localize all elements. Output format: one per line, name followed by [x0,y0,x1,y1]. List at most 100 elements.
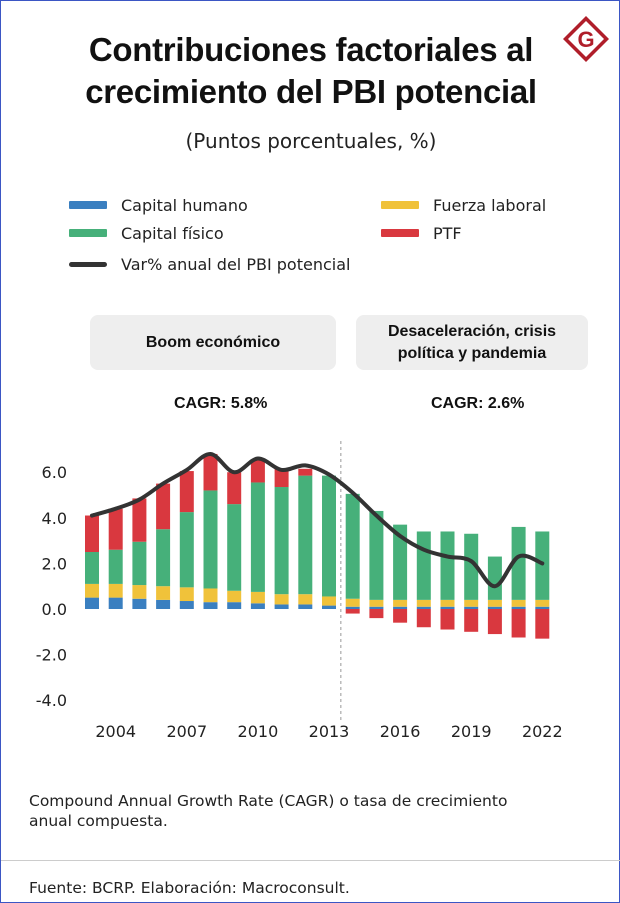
cagr-note: Compound Annual Growth Rate (CAGR) o tas… [29,792,508,830]
legend-label-capital-humano: Capital humano [121,196,248,215]
y-tick-label: 0.0 [42,600,67,619]
x-tick-label: 2004 [95,722,136,741]
bar-capital-f-sico [108,549,123,584]
bar-capital-humano [511,606,526,609]
bar-capital-f-sico [464,533,479,600]
bar-ptf [179,471,194,513]
bar-capital-humano [227,602,242,609]
bar-capital-f-sico [250,482,265,592]
bar-ptf [298,468,313,476]
legend-swatch-capital-fisico [69,229,107,237]
bar-capital-f-sico [203,490,218,589]
bar-capital-f-sico [535,531,550,600]
footer-divider [1,860,620,861]
chart-subtitle: (Puntos porcentuales, %) [185,129,437,153]
chart-title-line-1: Contribuciones factoriales al [88,31,534,68]
bar-fuerza-laboral [416,599,431,607]
x-tick-label: 2019 [451,722,492,741]
legend-label-ptf: PTF [433,224,462,243]
bar-capital-f-sico [322,475,336,597]
y-tick-label: 2.0 [42,554,67,573]
bar-capital-humano [487,606,502,609]
bar-fuerza-laboral [250,591,265,604]
bar-capital-f-sico [511,526,526,600]
period-label-desaceleracion: Desaceleración, crisis política y pandem… [388,321,556,365]
bar-ptf [132,498,147,542]
bar-capital-humano [393,606,408,609]
bar-fuerza-laboral [298,594,313,605]
pbi-potencial-line [90,451,545,589]
legend-swatch-ptf [381,229,419,237]
bar-capital-humano [108,597,123,609]
bar-ptf [250,459,265,483]
bar-capital-f-sico [85,552,99,584]
bar-capital-f-sico [416,531,431,600]
period-label-boom: Boom económico [145,333,281,351]
bar-ptf [535,609,550,639]
bar-ptf [203,453,218,491]
cagr-label-desaceleracion: CAGR: 2.6% [431,395,525,412]
bar-fuerza-laboral [156,586,171,600]
bar-fuerza-laboral [132,585,147,599]
bar-ptf [440,609,455,630]
bar-ptf [464,609,479,632]
bar-fuerza-laboral [464,599,479,607]
bar-capital-humano [369,606,384,609]
chart-title: Contribuciones factoriales al crecimient… [1,29,620,113]
bar-fuerza-laboral [85,583,99,598]
bar-capital-f-sico [440,531,455,600]
bar-capital-humano [274,604,289,609]
bar-ptf [345,609,360,614]
bar-capital-f-sico [179,512,194,588]
bar-capital-humano [132,598,147,609]
chart-title-line-2: crecimiento del PBI potencial [85,73,537,110]
period-box-desaceleracion: Desaceleración, crisis política y pandem… [356,315,588,370]
bar-capital-humano [535,606,550,609]
bar-ptf [85,515,99,552]
y-tick-label: 4.0 [42,509,67,528]
bar-fuerza-laboral [274,594,289,605]
legend-swatch-fuerza-laboral [381,201,419,209]
bar-fuerza-laboral [535,599,550,607]
x-tick-label: 2013 [309,722,350,741]
legend-label-capital-fisico: Capital físico [121,224,224,243]
bar-fuerza-laboral [179,587,194,602]
bar-capital-f-sico [298,475,313,595]
legend-swatch-var-pbi [69,262,107,267]
bar-capital-humano [179,601,194,609]
y-tick-label: 6.0 [42,463,67,482]
bar-capital-humano [440,606,455,609]
bar-ptf [393,609,408,623]
bar-ptf [511,609,526,638]
bar-fuerza-laboral [369,599,384,607]
bar-fuerza-laboral [108,583,123,598]
period-label-desaceleracion-line-2: política y pandemia [397,344,547,362]
y-tick-label: -2.0 [36,646,67,665]
bar-capital-humano [322,605,336,609]
bar-capital-f-sico [393,524,408,600]
bar-ptf [487,609,502,635]
x-tick-label: 2007 [166,722,207,741]
bar-capital-humano [416,606,431,609]
bar-fuerza-laboral [440,599,455,607]
bar-ptf [369,609,384,619]
bar-capital-humano [345,606,360,609]
x-tick-label: 2022 [522,722,563,741]
y-tick-label: -4.0 [36,691,67,710]
bar-capital-f-sico [156,529,171,587]
bar-capital-f-sico [132,541,147,586]
bar-capital-humano [250,603,265,609]
bar-ptf [416,609,431,628]
bar-capital-f-sico [345,493,360,599]
bar-fuerza-laboral [227,590,242,603]
cagr-label-boom: CAGR: 5.8% [174,395,268,412]
period-label-desaceleracion-line-1: Desaceleración, crisis [387,322,557,340]
bar-capital-humano [203,602,218,609]
legend-swatch-capital-humano [69,201,107,209]
bar-ptf [227,472,242,505]
source-note: Fuente: BCRP. Elaboración: Macroconsult. [29,879,350,897]
svg-text:G: G [577,27,594,52]
bar-ptf [108,508,123,550]
gestion-logo-icon: G [563,16,609,62]
